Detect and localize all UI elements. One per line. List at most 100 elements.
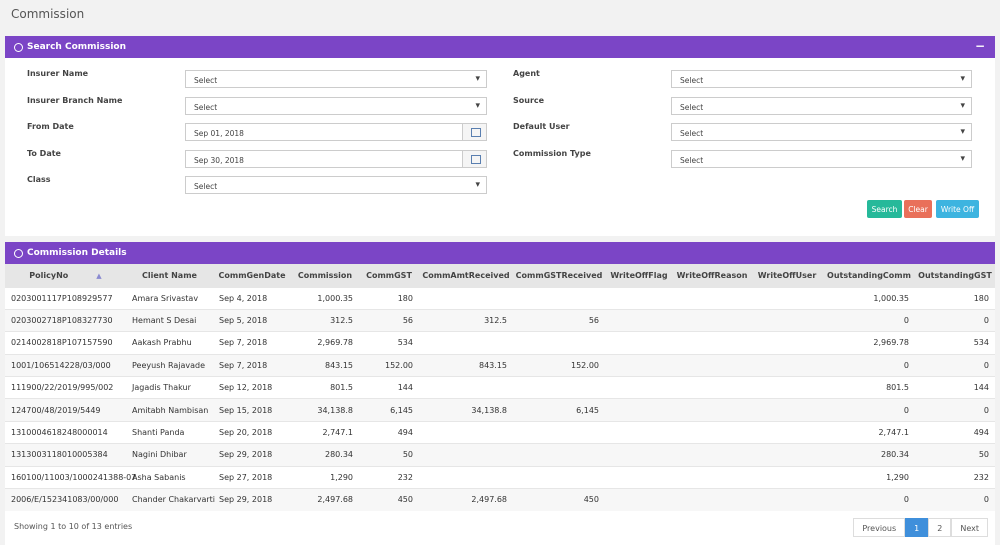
table-cell: 494 bbox=[915, 420, 995, 444]
sort-icon[interactable]: ▲ bbox=[96, 271, 102, 280]
table-row: 1001/106514228/03/000 Peeyush Rajavade Sep… bbox=[5, 353, 995, 377]
select-field[interactable]: Select bbox=[671, 149, 972, 168]
table-cell bbox=[605, 488, 673, 511]
table-cell bbox=[513, 286, 605, 310]
table-cell: 180 bbox=[915, 286, 995, 310]
table-cell: 1,000.35 bbox=[823, 286, 915, 310]
table-row: 0203002718P108327730 Hemant S Desai Sep 5,… bbox=[5, 308, 995, 332]
table-cell bbox=[605, 465, 673, 489]
table-cell: 2,497.68 bbox=[419, 488, 513, 511]
table-cell bbox=[673, 420, 751, 444]
table-cell bbox=[751, 331, 823, 355]
table-cell: 6,145 bbox=[513, 398, 605, 422]
table-cell bbox=[673, 376, 751, 399]
table-cell bbox=[419, 331, 513, 355]
table-cell: Sep 7, 2018 bbox=[213, 331, 291, 355]
table-cell: 280.34 bbox=[823, 443, 915, 467]
table-cell: 144 bbox=[359, 376, 419, 399]
table-cell: 494 bbox=[359, 420, 419, 444]
table-cell bbox=[673, 331, 751, 355]
pagination: Previous 1 2 Next bbox=[853, 518, 988, 537]
column-header[interactable]: WriteOffFlag bbox=[605, 264, 673, 287]
field-label: Class bbox=[27, 175, 51, 185]
table-cell: 312.5 bbox=[419, 308, 513, 332]
table-row: 0203001117P108929577 Amara Srivastav Sep 4… bbox=[5, 286, 995, 310]
page-button[interactable]: Previous bbox=[853, 518, 906, 537]
table-cell: 2006/E/152341083/00/000 bbox=[5, 488, 126, 511]
table-cell bbox=[673, 465, 751, 489]
table-cell: Sep 15, 2018 bbox=[213, 398, 291, 422]
table-row: 1313003118010005384 Nagini Dhibar Sep 29, … bbox=[5, 443, 995, 467]
table-cell: 160100/11003/1000241388-07 bbox=[5, 465, 136, 489]
table-cell: Sep 29, 2018 bbox=[213, 443, 291, 467]
table-cell bbox=[605, 353, 673, 377]
column-header[interactable]: CommAmtReceived bbox=[419, 264, 513, 287]
search-panel: Search Commission − Insurer Name Select In… bbox=[5, 36, 995, 236]
select-field[interactable]: Select bbox=[671, 123, 972, 142]
table-cell: 34,138.8 bbox=[291, 398, 359, 422]
table-cell bbox=[673, 488, 751, 511]
table-cell: Hemant S Desai bbox=[126, 308, 213, 332]
table-cell: Peeyush Rajavade bbox=[126, 353, 213, 377]
table-cell: 1313003118010005384 bbox=[5, 443, 126, 467]
column-header[interactable]: WriteOffReason bbox=[673, 264, 751, 287]
table-cell bbox=[419, 465, 513, 489]
input-field[interactable]: Select bbox=[185, 70, 487, 88]
table-cell: 450 bbox=[359, 488, 419, 511]
input-field[interactable]: Sep 30, 2018 bbox=[185, 149, 487, 168]
table-cell: Sep 7, 2018 bbox=[213, 353, 291, 377]
column-header[interactable]: CommGST bbox=[359, 264, 419, 287]
table-cell bbox=[605, 308, 673, 332]
table-cell bbox=[605, 376, 673, 399]
table-cell: 180 bbox=[359, 286, 419, 310]
column-header[interactable]: Client Name bbox=[126, 264, 213, 287]
button[interactable]: Clear bbox=[904, 200, 932, 218]
table-row: 124700/48/2019/5449 Amitabh Nambisan Sep 1… bbox=[5, 398, 995, 422]
column-header[interactable]: CommGSTReceived bbox=[513, 264, 605, 287]
panel-header: Commission Details bbox=[5, 242, 995, 264]
table-cell: 0 bbox=[823, 353, 915, 377]
select-field[interactable]: Select bbox=[671, 96, 972, 115]
table-cell: 0 bbox=[915, 353, 995, 377]
column-header[interactable]: Commission bbox=[291, 264, 359, 287]
page-button[interactable]: Next bbox=[951, 518, 988, 537]
page-button[interactable]: 2 bbox=[928, 518, 952, 537]
input-field[interactable]: Select bbox=[185, 96, 487, 115]
table-cell: 152.00 bbox=[513, 353, 605, 377]
button[interactable]: Search bbox=[867, 200, 902, 218]
column-header[interactable]: OutstandingGST bbox=[915, 264, 995, 287]
table-cell bbox=[513, 331, 605, 355]
table-cell bbox=[751, 443, 823, 467]
page-button[interactable]: 1 bbox=[905, 518, 929, 537]
column-header[interactable]: WriteOffUser bbox=[751, 264, 823, 287]
collapse-icon[interactable]: − bbox=[974, 39, 985, 53]
select-field[interactable]: Select bbox=[671, 70, 972, 88]
field-label: Insurer Branch Name bbox=[27, 95, 123, 105]
column-header[interactable]: CommGenDate bbox=[213, 264, 291, 287]
calendar-icon[interactable] bbox=[462, 124, 486, 141]
button[interactable]: Write Off bbox=[936, 200, 979, 218]
panel-title: Commission Details bbox=[27, 248, 127, 258]
table-cell bbox=[513, 443, 605, 467]
header-row: PolicyNo ▲ Client Name CommGenDate Commissio… bbox=[5, 264, 995, 287]
page-title: Commission bbox=[11, 7, 85, 21]
field-label: Commission Type bbox=[513, 148, 591, 158]
table-cell bbox=[513, 376, 605, 399]
field-label: Default User bbox=[513, 122, 570, 132]
calendar-icon[interactable] bbox=[462, 150, 486, 167]
column-header[interactable]: PolicyNo ▲ bbox=[5, 264, 126, 287]
table-cell: 56 bbox=[513, 308, 605, 332]
table-cell bbox=[751, 398, 823, 422]
table-cell bbox=[751, 376, 823, 399]
table-cell: Sep 20, 2018 bbox=[213, 420, 291, 444]
table-cell: 0 bbox=[823, 488, 915, 511]
input-field[interactable]: Select bbox=[185, 176, 487, 195]
table-cell: 152.00 bbox=[359, 353, 419, 377]
input-field[interactable]: Sep 01, 2018 bbox=[185, 123, 487, 142]
column-header[interactable]: OutstandingComm bbox=[823, 264, 915, 287]
table-cell: Sep 27, 2018 bbox=[213, 465, 291, 489]
table-row: 1310004618248000014 Shanti Panda Sep 20, 2… bbox=[5, 420, 995, 444]
field-label: From Date bbox=[27, 122, 74, 132]
table-row: 111900/22/2019/995/002 Jagadis Thakur Sep … bbox=[5, 376, 995, 399]
table-cell bbox=[673, 286, 751, 310]
